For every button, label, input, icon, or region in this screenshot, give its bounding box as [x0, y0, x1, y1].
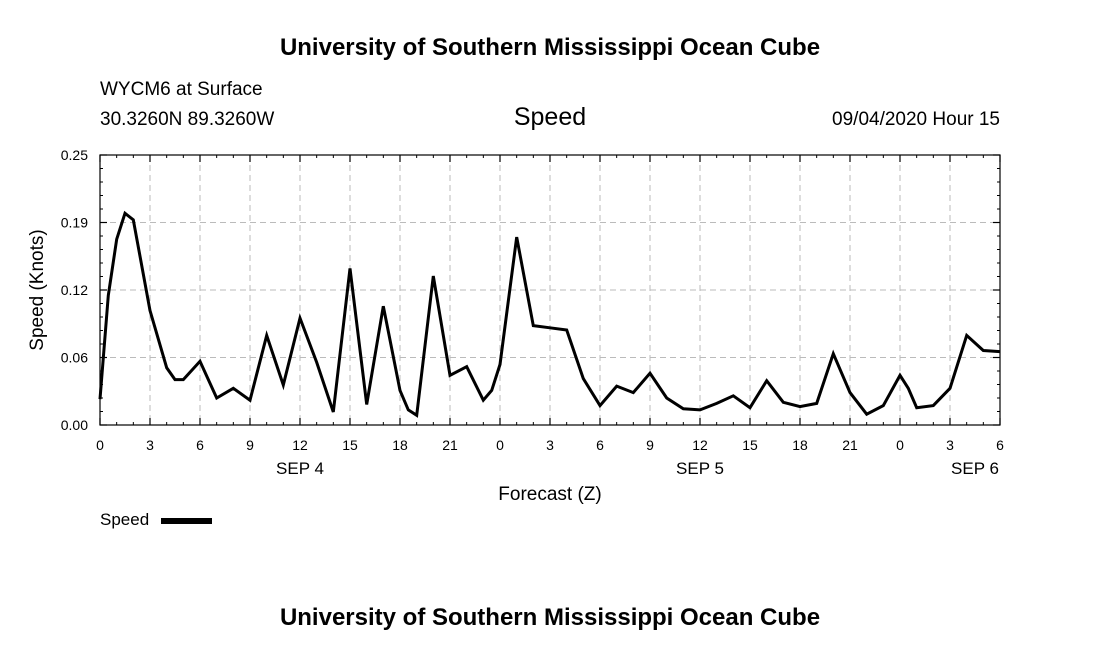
- x-tick-label: 18: [792, 437, 808, 453]
- x-tick-label: 0: [896, 437, 904, 453]
- chart-title: University of Southern Mississippi Ocean…: [280, 34, 820, 61]
- series-layer: [98, 210, 1001, 418]
- x-axis-label: Forecast (Z): [498, 484, 601, 505]
- x-tick-label: 3: [946, 437, 954, 453]
- station-label: WYCM6 at Surface: [100, 79, 263, 100]
- datetime-label: 09/04/2020 Hour 15: [832, 109, 1000, 130]
- x-tick-label: 18: [392, 437, 408, 453]
- x-tick-label: 6: [996, 437, 1004, 453]
- x-tick-label: 6: [596, 437, 604, 453]
- x-tick-label: 9: [646, 437, 654, 453]
- axes: 0 3 6 9 12 15 18 21 0 3 6 9 12 15 18 21 0 3 6 0.00 0.06 0.12 0…: [61, 147, 1004, 478]
- x-tick-label: 6: [196, 437, 204, 453]
- date-label: SEP 6: [951, 459, 999, 478]
- x-tick-label: 12: [292, 437, 308, 453]
- footer-title: University of Southern Mississippi Ocean…: [280, 604, 820, 631]
- y-tick-label: 0.06: [61, 350, 88, 366]
- legend-label: Speed: [100, 510, 149, 529]
- x-tick-label: 15: [742, 437, 758, 453]
- x-tick-label: 12: [692, 437, 708, 453]
- y-tick-label: 0.00: [61, 417, 88, 433]
- date-label: SEP 5: [676, 459, 724, 478]
- x-tick-label: 21: [442, 437, 458, 453]
- y-tick-label: 0.25: [61, 147, 88, 163]
- x-tick-label: 9: [246, 437, 254, 453]
- variable-label: Speed: [514, 103, 586, 131]
- y-axis-label: Speed (Knots): [27, 229, 48, 350]
- x-tick-label: 0: [496, 437, 504, 453]
- grid: [99, 154, 1001, 426]
- legend: Speed: [100, 510, 212, 529]
- date-label: SEP 4: [276, 459, 324, 478]
- y-tick-label: 0.12: [61, 282, 88, 298]
- x-tick-label: 3: [146, 437, 154, 453]
- coordinates-label: 30.3260N 89.3260W: [100, 109, 274, 130]
- series-line-speed: [98, 210, 1001, 418]
- x-tick-label: 3: [546, 437, 554, 453]
- x-tick-label: 0: [96, 437, 104, 453]
- x-tick-label: 21: [842, 437, 858, 453]
- y-tick-label: 0.19: [61, 215, 88, 231]
- x-tick-label: 15: [342, 437, 358, 453]
